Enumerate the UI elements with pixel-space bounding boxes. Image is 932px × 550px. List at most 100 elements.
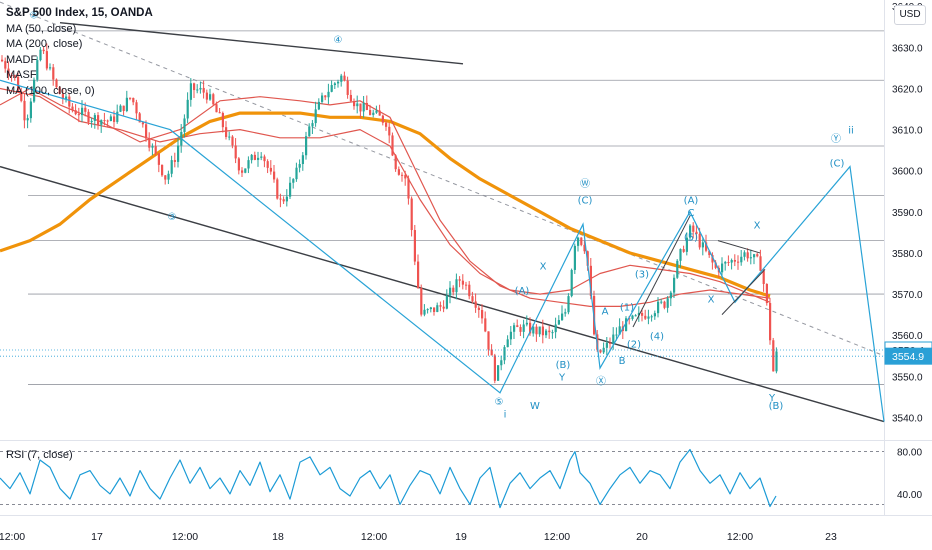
- wave-label: W: [530, 401, 540, 412]
- candle: [631, 314, 634, 321]
- candle-body: [541, 326, 544, 336]
- candle-body: [548, 330, 551, 333]
- candle: [461, 274, 464, 290]
- candle-body: [724, 261, 727, 264]
- y-tick-label: 3590.0: [892, 208, 923, 219]
- rsi-legend[interactable]: RSI (7, close): [6, 449, 73, 461]
- candle: [55, 78, 58, 89]
- candle: [103, 112, 106, 126]
- candle: [375, 105, 378, 114]
- candle-body: [753, 254, 756, 258]
- candle-body: [13, 75, 16, 77]
- candle: [417, 254, 420, 289]
- candle: [753, 253, 756, 265]
- candle-body: [122, 105, 125, 111]
- candle-body: [669, 292, 672, 299]
- candle-body: [660, 301, 663, 303]
- legend-ma100[interactable]: MA (100, close, 0): [6, 84, 95, 97]
- wave-label: i: [504, 409, 507, 420]
- candle: [317, 98, 320, 111]
- currency-button[interactable]: USD: [894, 5, 926, 25]
- candle: [372, 109, 375, 118]
- candle-body: [138, 113, 141, 123]
- candle: [276, 177, 279, 200]
- candle: [436, 302, 439, 313]
- candle: [679, 248, 682, 268]
- candle-body: [61, 94, 64, 99]
- candle: [353, 98, 356, 110]
- candle-body: [381, 115, 384, 123]
- candle-body: [775, 351, 778, 372]
- channel-line: [717, 240, 761, 254]
- chart-title[interactable]: S&P 500 Index, 15, OANDA: [6, 7, 153, 19]
- candle: [714, 260, 717, 270]
- candle-body: [612, 334, 615, 344]
- candles: [1, 43, 778, 384]
- wave-label: X: [708, 294, 715, 305]
- candle: [730, 258, 733, 270]
- candle-body: [449, 287, 452, 296]
- candle: [669, 290, 672, 307]
- candle-body: [362, 102, 365, 112]
- candle-body: [474, 301, 477, 308]
- legend-madf[interactable]: MADF: [6, 53, 38, 66]
- x-tick-label: 18: [272, 531, 284, 543]
- candle-body: [340, 75, 343, 82]
- candle-body: [311, 123, 314, 127]
- price-tag-box: [884, 347, 932, 365]
- candle: [170, 155, 173, 178]
- candle-body: [609, 342, 612, 344]
- candle-body: [487, 331, 490, 350]
- candle-body: [519, 327, 522, 332]
- candle-body: [119, 105, 122, 112]
- candle: [618, 318, 621, 335]
- candle-body: [349, 94, 352, 102]
- candle-body: [58, 87, 61, 95]
- candle: [58, 86, 61, 95]
- candle-body: [461, 280, 464, 285]
- candle: [311, 119, 314, 135]
- legend-masf[interactable]: MASF: [6, 69, 37, 82]
- candle: [737, 255, 740, 270]
- candle: [583, 240, 586, 254]
- candle-body: [276, 179, 279, 199]
- candle: [689, 224, 692, 240]
- candle: [132, 97, 135, 106]
- candle-body: [378, 110, 381, 116]
- candle-body: [484, 318, 487, 332]
- candle: [388, 122, 391, 144]
- candle: [257, 151, 260, 167]
- candle: [497, 365, 500, 381]
- candle-body: [231, 136, 234, 146]
- candle-body: [500, 360, 503, 366]
- legend-ma50[interactable]: MA (50, close): [6, 22, 77, 35]
- candle: [97, 112, 100, 130]
- candle: [765, 283, 768, 306]
- candle: [641, 308, 644, 322]
- candle: [647, 309, 650, 325]
- candle: [122, 105, 125, 116]
- candle-body: [161, 164, 164, 176]
- candle: [279, 193, 282, 208]
- candle-body: [93, 115, 96, 121]
- candle-body: [458, 279, 461, 281]
- candle-body: [721, 263, 724, 273]
- channel-line: [721, 269, 766, 315]
- legend-ma200[interactable]: MA (200, close): [6, 38, 83, 51]
- candle: [548, 326, 551, 339]
- candle-body: [695, 231, 698, 234]
- candle-body: [657, 301, 660, 314]
- candle: [663, 300, 666, 310]
- wave-label: (B): [769, 401, 784, 412]
- candle-body: [404, 175, 407, 179]
- candle: [218, 107, 221, 114]
- candle: [743, 250, 746, 261]
- candle-body: [212, 94, 215, 105]
- candle-body: [260, 156, 263, 158]
- candle: [193, 82, 196, 99]
- candle: [260, 152, 263, 161]
- candle-body: [74, 110, 77, 115]
- candle-body: [730, 260, 733, 263]
